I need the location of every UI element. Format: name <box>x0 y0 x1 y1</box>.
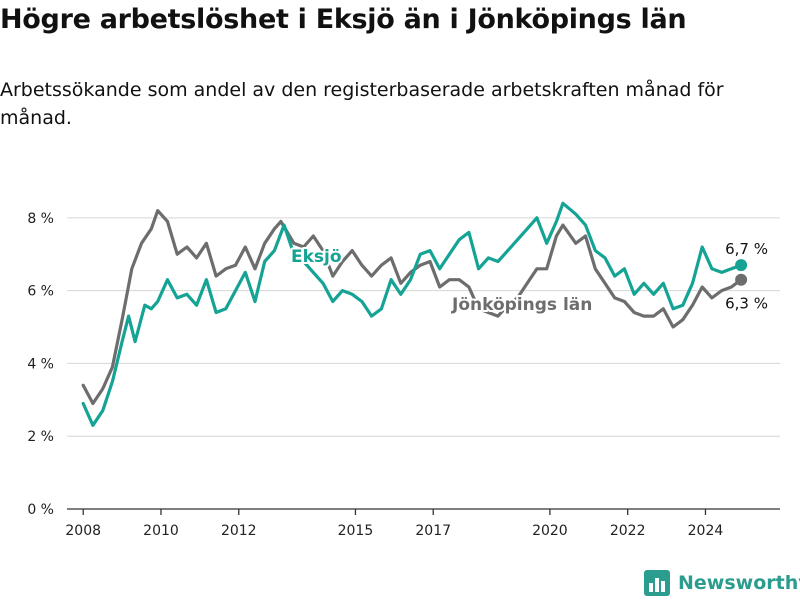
y-tick-label: 0 % <box>27 502 54 518</box>
x-tick-label: 2017 <box>415 523 451 539</box>
chart-subtitle: Arbetssökande som andel av den registerb… <box>0 79 724 129</box>
series-label-jonkopings-lan: Jönköpings län <box>451 295 592 315</box>
y-axis: 0 % 2 % 4 % 6 % 8 % <box>27 211 54 518</box>
x-tick-label: 2012 <box>221 523 257 539</box>
series-lines <box>81 201 743 427</box>
y-tick-label: 8 % <box>27 211 54 227</box>
y-tick-label: 4 % <box>27 356 54 372</box>
series-line-eksjo <box>81 201 743 427</box>
end-label-jonkopings-lan: 6,3 % <box>725 295 768 313</box>
end-label-eksjo: 6,7 % <box>725 240 768 258</box>
x-axis: 2008 2010 2012 2015 2017 2020 2022 2024 <box>65 508 780 539</box>
y-tick-label: 2 % <box>27 429 54 445</box>
y-tick-label: 6 % <box>27 284 54 300</box>
x-tick-label: 2024 <box>688 523 724 539</box>
x-tick-label: 2008 <box>65 523 101 539</box>
bar-chart-icon <box>644 570 670 596</box>
series-labels: 6,7 % Eksjö 6,3 % Jönköpings län <box>289 240 768 317</box>
x-tick-label: 2022 <box>610 523 646 539</box>
chart-title: Högre arbetslöshet i Eksjö än i Jönköpin… <box>0 4 687 35</box>
x-tick-label: 2010 <box>143 523 179 539</box>
series-line-jonkopings-lan <box>81 209 743 406</box>
brand-logo: Newsworthy <box>644 569 800 597</box>
gridlines <box>67 217 780 437</box>
brand-name: Newsworthy <box>678 572 800 594</box>
end-point-eksjo <box>735 259 748 272</box>
series-label-eksjo: Eksjö <box>291 247 342 267</box>
end-point-jonkopings-lan <box>735 273 748 286</box>
x-tick-label: 2020 <box>532 523 568 539</box>
x-tick-label: 2015 <box>338 523 374 539</box>
